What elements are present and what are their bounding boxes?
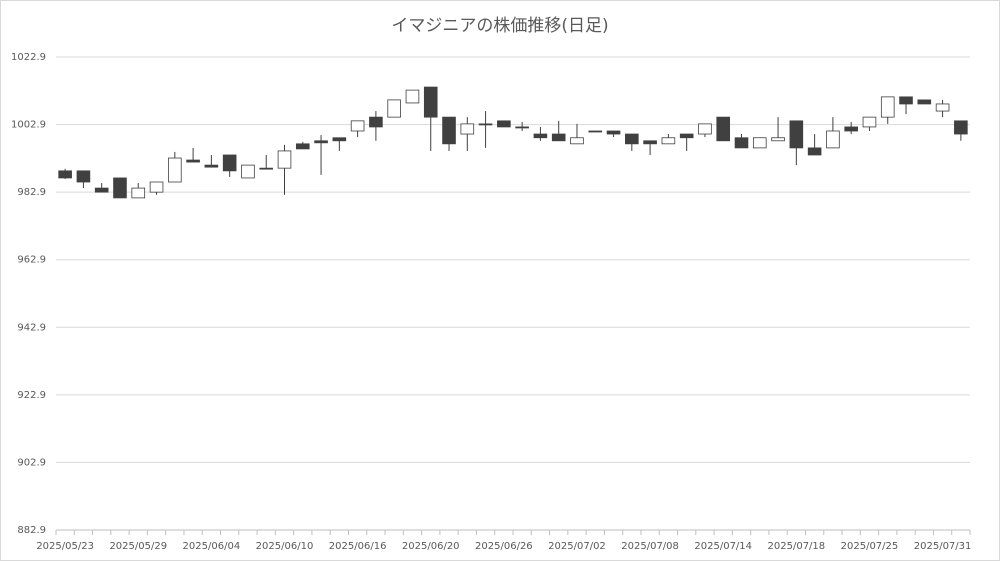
- candle-body: [131, 187, 146, 199]
- candle-body: [149, 181, 164, 193]
- candle-body: [954, 120, 968, 135]
- x-tick-label: 2025/05/23: [36, 541, 94, 552]
- candle-body: [917, 99, 932, 105]
- candle-body: [442, 116, 456, 145]
- y-tick-label: 942.9: [17, 322, 46, 333]
- candle-body: [661, 137, 676, 145]
- candle-body: [752, 137, 767, 149]
- candle-body: [241, 164, 255, 179]
- candle-body: [204, 164, 219, 168]
- candle-body: [332, 137, 347, 142]
- candle-body: [497, 120, 511, 128]
- candle-body: [277, 150, 292, 169]
- x-tick-label: 2025/07/31: [914, 541, 972, 552]
- candle-body: [515, 126, 529, 129]
- x-tick-label: 2025/07/02: [548, 541, 606, 552]
- candle-body: [314, 140, 328, 144]
- candle-body: [880, 96, 895, 118]
- candle-body: [679, 133, 694, 139]
- y-tick-label: 982.9: [17, 187, 46, 198]
- candle-body: [113, 177, 127, 199]
- y-tick-label: 882.9: [17, 525, 46, 536]
- candle-body: [734, 137, 749, 149]
- candle-body: [76, 170, 91, 183]
- x-tick-label: 2025/06/20: [402, 541, 460, 552]
- x-tick-label: 2025/06/10: [256, 541, 314, 552]
- x-tick-label: 2025/07/18: [768, 541, 826, 552]
- candle-body: [405, 89, 420, 104]
- candle-body: [186, 159, 200, 163]
- candle-body: [94, 187, 109, 193]
- candle-body: [460, 123, 475, 135]
- candle-body: [369, 116, 383, 128]
- x-tick-label: 2025/05/29: [109, 541, 167, 552]
- candle-body: [826, 130, 840, 149]
- candle-body: [643, 140, 657, 145]
- x-tick-label: 2025/06/26: [475, 541, 533, 552]
- candle-body: [588, 130, 603, 133]
- x-tick-label: 2025/07/08: [621, 541, 679, 552]
- candle-body: [387, 99, 401, 118]
- x-tick-label: 2025/07/14: [694, 541, 752, 552]
- candle-body: [844, 126, 858, 132]
- candle-body: [716, 116, 731, 142]
- candle-body: [58, 170, 72, 179]
- candle-body: [533, 133, 548, 139]
- candle-body: [935, 103, 950, 112]
- candle-body: [423, 86, 438, 118]
- candle-body: [570, 137, 584, 145]
- candle-body: [899, 96, 913, 105]
- chart-title: イマジニアの株価推移(日足): [391, 16, 608, 36]
- candle-body: [698, 123, 712, 135]
- y-tick-label: 922.9: [17, 390, 46, 401]
- candle-body: [168, 157, 182, 183]
- candle-body: [222, 154, 237, 172]
- candle-body: [789, 120, 804, 149]
- candle-body: [551, 133, 566, 142]
- candle-body: [259, 167, 274, 170]
- candle-body: [771, 137, 785, 142]
- candle-body: [295, 143, 310, 150]
- y-tick-label: 962.9: [17, 255, 46, 266]
- x-tick-label: 2025/07/25: [841, 541, 899, 552]
- candle-body: [625, 133, 639, 145]
- candle-body: [862, 116, 877, 128]
- x-tick-label: 2025/06/04: [183, 541, 241, 552]
- y-tick-label: 902.9: [17, 457, 46, 468]
- y-tick-label: 1002.9: [11, 120, 46, 131]
- candle-body: [478, 123, 493, 126]
- candle-body: [807, 147, 822, 156]
- y-tick-label: 1022.9: [11, 52, 46, 63]
- x-tick-label: 2025/06/16: [329, 541, 387, 552]
- candle-body: [606, 130, 621, 135]
- candle-body: [350, 120, 365, 132]
